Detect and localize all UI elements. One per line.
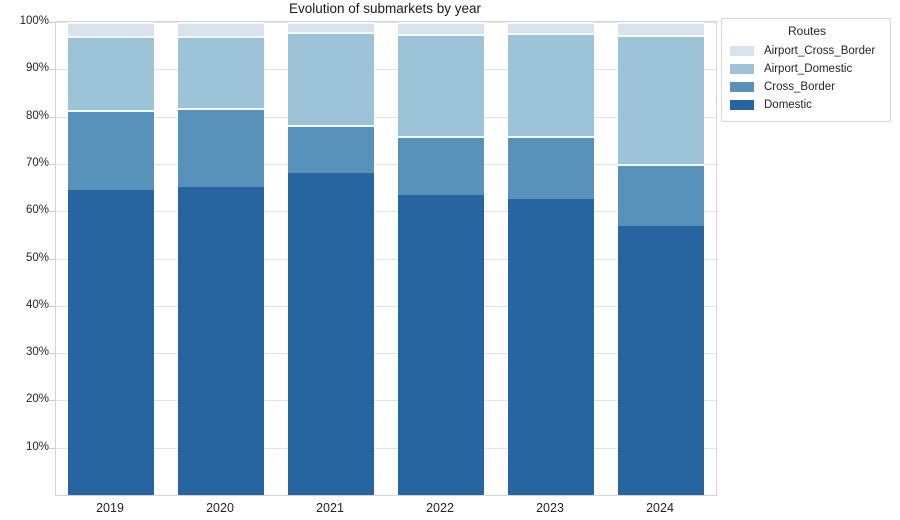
legend: Routes Airport_Cross_Border Airport_Domes… [721,18,891,122]
legend-label: Domestic [764,99,812,111]
y-tick-label: 70% [25,156,49,169]
bar-segment-2019-airport_domestic [68,36,154,110]
bar-segment-2022-airport_cross_border [398,22,484,34]
y-tick-mark [49,22,55,23]
bar-segment-2019-airport_cross_border [68,22,154,37]
bar-segment-2022-airport_domestic [398,33,484,136]
bar-segment-2024-cross_border [618,163,704,227]
bar-segment-2023-cross_border [508,136,594,200]
bar-2023 [508,22,594,495]
legend-item-domestic: Domestic [730,96,884,114]
x-tick-label: 2020 [206,501,234,515]
bar-segment-2024-domestic [618,226,704,495]
y-tick-mark [49,116,55,118]
gridline [56,116,716,118]
bar-segment-2019-domestic [68,189,154,495]
legend-swatch-icon [730,64,754,74]
y-tick-mark [49,211,55,213]
bar-segment-2020-cross_border [178,108,264,187]
y-tick-mark [49,353,55,355]
legend-swatch-icon [730,46,754,56]
y-tick-label: 100% [19,15,49,27]
legend-swatch-icon [730,82,754,92]
x-tick-label: 2022 [426,501,454,515]
bar-2022 [398,22,484,495]
y-tick-label: 20% [25,393,49,406]
y-tick-mark [49,69,55,71]
x-tick-label: 2019 [96,501,124,515]
plot-area [49,21,717,496]
legend-item-airport_cross_border: Airport_Cross_Border [730,42,884,60]
bar-segment-2020-airport_cross_border [178,22,264,37]
legend-items: Airport_Cross_Border Airport_Domestic Cros… [730,42,884,114]
y-tick-label: 10% [25,440,49,453]
bar-segment-2023-airport_domestic [508,32,594,137]
bar-segment-2020-airport_domestic [178,36,264,109]
gridline [56,447,716,449]
legend-item-cross_border: Cross_Border [730,78,884,96]
y-tick-label: 80% [25,109,49,122]
bar-segment-2022-domestic [398,195,484,495]
bar-segment-2024-airport_cross_border [618,22,704,35]
bar-2021 [288,22,374,495]
gridline [56,163,716,165]
bar-2019 [68,22,154,495]
gridline [56,22,716,23]
bar-segment-2021-airport_cross_border [288,22,374,33]
y-tick-mark [49,305,55,307]
gridline [56,258,716,260]
y-tick-mark [49,400,55,402]
bar-segment-2021-cross_border [288,125,374,174]
bar-segment-2021-airport_domestic [288,32,374,126]
y-tick-mark [49,163,55,165]
y-tick-mark [49,447,55,449]
legend-label: Airport_Cross_Border [764,45,876,57]
y-tick-mark [49,258,55,260]
legend-swatch-icon [730,100,754,110]
y-tick-label: 90% [25,62,49,75]
y-tick-label: 40% [25,298,49,311]
legend-label: Cross_Border [764,81,835,93]
bar-segment-2020-domestic [178,186,264,495]
bar-segment-2019-cross_border [68,109,154,190]
bar-segment-2024-airport_domestic [618,34,704,164]
legend-label: Airport_Domestic [764,63,853,75]
bar-2020 [178,22,264,495]
x-tick-label: 2024 [646,501,674,515]
y-tick-label: 30% [25,346,49,359]
legend-item-airport_domestic: Airport_Domestic [730,60,884,78]
bar-segment-2021-domestic [288,173,374,495]
gridline [56,400,716,402]
gridline [56,305,716,307]
bar-2024 [618,22,704,495]
bar-segment-2022-cross_border [398,136,484,196]
x-tick-label: 2023 [536,501,564,515]
chart-title: Evolution of submarkets by year [288,1,482,16]
bar-segment-2023-domestic [508,199,594,495]
y-tick-label: 60% [25,204,49,217]
x-tick-label: 2021 [316,501,344,515]
y-tick-label: 50% [25,251,49,264]
bar-segment-2023-airport_cross_border [508,22,594,33]
gridline [56,211,716,213]
gridline [56,69,716,71]
gridline [56,353,716,355]
legend-title: Routes [787,24,827,38]
